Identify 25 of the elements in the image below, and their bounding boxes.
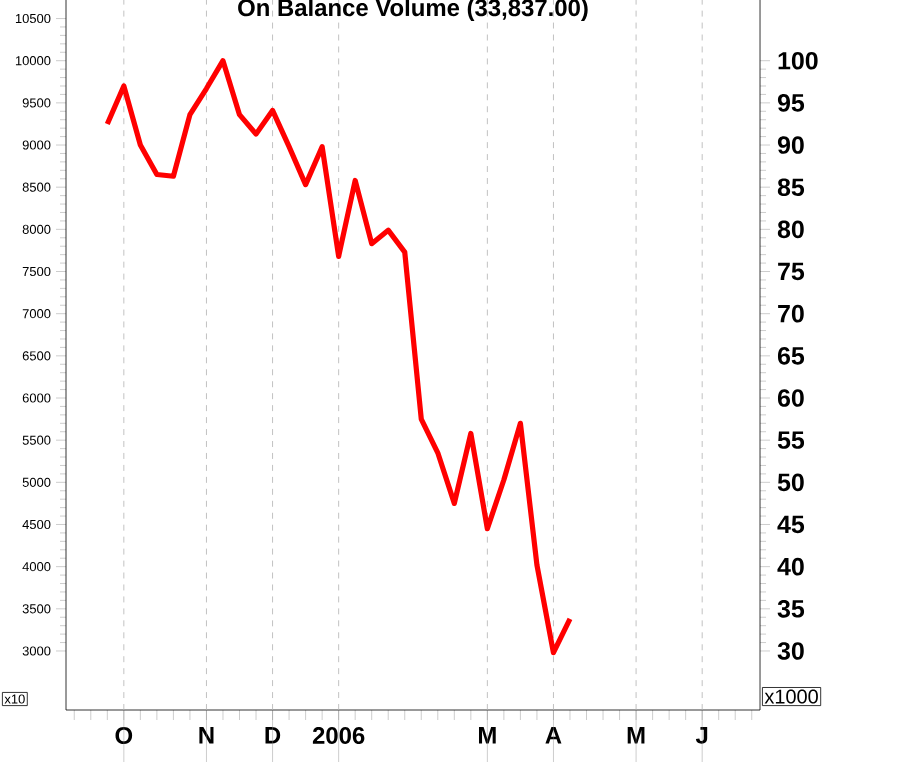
y2-tick-label: 50	[777, 473, 804, 492]
y2-tick-label: 85	[777, 178, 805, 197]
x-tick-label: A	[545, 727, 562, 744]
text: x1000	[764, 689, 818, 704]
y2-tick-label: 35	[777, 599, 805, 618]
x-tick-label: N	[199, 727, 214, 744]
y2-tick-label: 70	[778, 304, 804, 323]
y2-tick-label: 80	[777, 220, 804, 239]
x-tick-label: D	[265, 727, 281, 744]
y2-tick-label: 90	[777, 136, 804, 154]
y2-tick-label: 30	[777, 642, 804, 660]
y2-tick-label: 75	[778, 262, 805, 281]
y2-tick-label: 65	[777, 347, 805, 365]
y2-tick-label: 100	[778, 51, 818, 70]
x-tick-label: M	[479, 727, 496, 744]
y2-tick-label: 60	[777, 389, 804, 407]
line-series	[104, 58, 573, 656]
x-tick-label: M	[627, 727, 645, 744]
x-tick-label: O	[115, 727, 133, 744]
x-tick-label: 2006	[312, 727, 365, 744]
y2-tick-label: 45	[777, 515, 805, 534]
y2-tick-label: 95	[777, 94, 805, 112]
x-tick-label: J	[695, 727, 708, 744]
y2-tick-label: 40	[777, 557, 804, 576]
y2-tick-label: 55	[777, 431, 805, 449]
